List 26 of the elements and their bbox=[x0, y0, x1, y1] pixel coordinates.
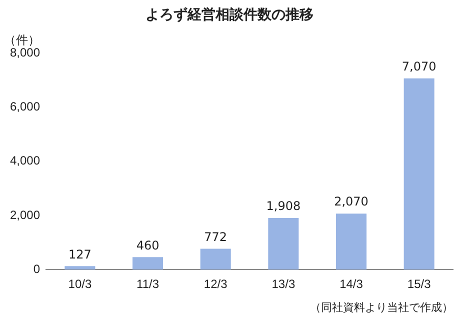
data-label: 7,070 bbox=[402, 59, 436, 74]
x-tick-label: 14/3 bbox=[340, 277, 364, 292]
text: （同社資料より当社で作成） bbox=[310, 300, 453, 315]
data-label: 460 bbox=[136, 238, 160, 252]
x-tick-label: 13/3 bbox=[272, 277, 296, 292]
y-tick-label: 4,000 bbox=[10, 154, 40, 168]
data-label: 772 bbox=[204, 230, 228, 244]
x-tick-label: 15/3 bbox=[407, 277, 432, 292]
bar bbox=[404, 78, 434, 270]
bar bbox=[132, 257, 164, 270]
x-tick-label: 12/3 bbox=[204, 277, 228, 292]
y-tick-label: 6,000 bbox=[10, 100, 40, 114]
bar bbox=[336, 214, 367, 270]
bar bbox=[268, 218, 299, 270]
data-label: 127 bbox=[68, 247, 92, 262]
bar bbox=[200, 248, 231, 270]
y-tick-label: 8,000 bbox=[10, 46, 40, 60]
x-tick-label: 11/3 bbox=[136, 277, 160, 292]
bar bbox=[64, 266, 96, 270]
x-tick-label: 10/3 bbox=[68, 277, 92, 292]
data-label: 1,908 bbox=[266, 199, 301, 214]
chart-title: よろず経営相談件数の推移 bbox=[144, 6, 314, 24]
y-tick-label: 0 bbox=[33, 262, 40, 276]
y-axis-title: （件） bbox=[4, 32, 40, 48]
data-label: 2,070 bbox=[334, 194, 368, 209]
y-tick-label: 2,000 bbox=[10, 208, 40, 222]
